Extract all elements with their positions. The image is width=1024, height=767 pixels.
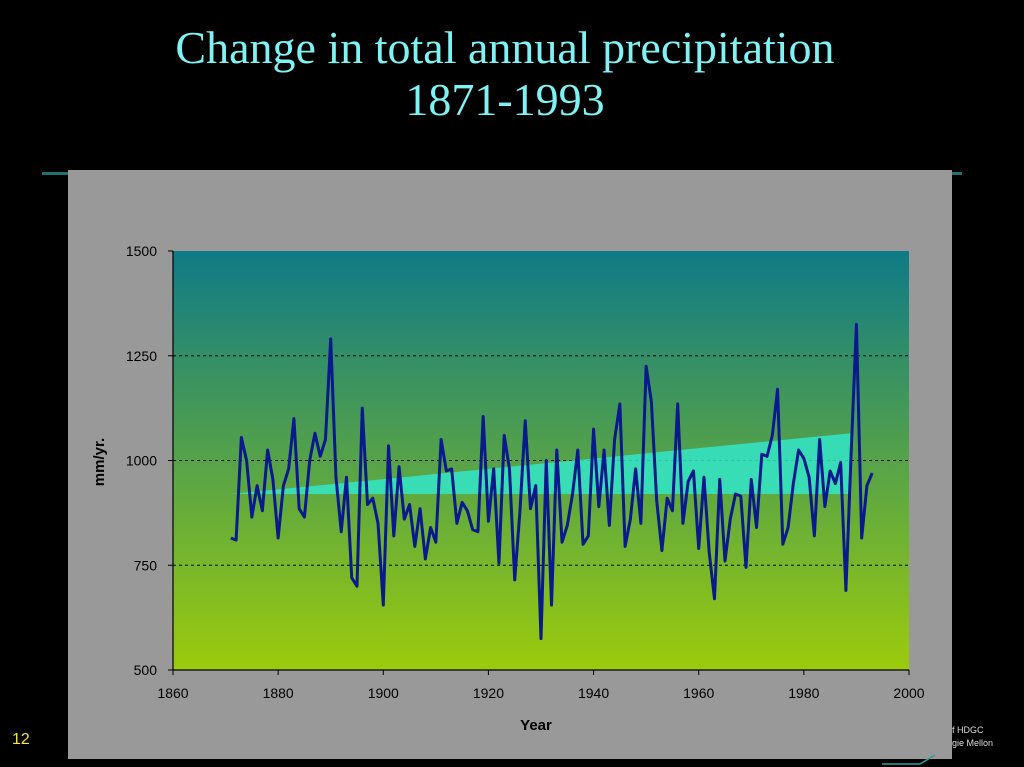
corner-logo-mark	[882, 754, 936, 765]
x-tick-label-1980: 1980	[788, 685, 819, 701]
tick-labels: 500 750 1000 1250 1500 1860 1880 1900 1920 1940 19…	[126, 243, 925, 701]
axes	[168, 250, 910, 675]
x-tick-label-1960: 1960	[683, 685, 714, 701]
x-tick-label-1900: 1900	[368, 685, 399, 701]
y-tick-label-750: 750	[134, 557, 158, 573]
y-tick-label-1500: 1500	[126, 243, 157, 259]
left-divider	[42, 172, 68, 175]
precipitation-chart: 500 750 1000 1250 1500 1860 1880 1900 1920 1940 19…	[91, 243, 925, 734]
x-tick-label-1920: 1920	[473, 685, 504, 701]
precipitation-series-line	[230, 322, 874, 641]
trend-wedge	[230, 433, 852, 495]
chart-panel: 500 750 1000 1250 1500 1860 1880 1900 1920 1940 19…	[68, 170, 952, 759]
x-tick-label-1940: 1940	[578, 685, 609, 701]
footer-text-line-1: f HDGC	[952, 725, 984, 735]
x-tick-label-1860: 1860	[157, 685, 188, 701]
y-axis-label: mm/yr.	[91, 438, 108, 486]
footer-text-line-2: gie Mellon	[952, 738, 994, 748]
x-axis-label: Year	[520, 717, 552, 734]
x-tick-label-2000: 2000	[893, 685, 924, 701]
title-line-2: 1871-1993	[405, 74, 605, 125]
right-divider	[952, 172, 962, 175]
y-tick-label-1000: 1000	[126, 453, 157, 469]
title-line-1: Change in total annual precipitation	[175, 22, 835, 73]
slide-title: Change in total annual precipitation 187…	[0, 22, 1010, 126]
y-tick-label-500: 500	[134, 662, 158, 678]
x-tick-label-1880: 1880	[263, 685, 294, 701]
y-tick-label-1250: 1250	[126, 348, 157, 364]
slide-number: 12	[12, 731, 30, 748]
